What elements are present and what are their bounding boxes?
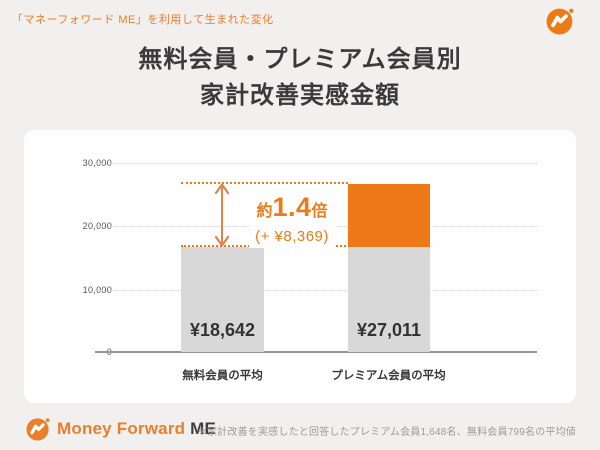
footer-brand-text: Money Forward ME bbox=[57, 419, 216, 439]
moneyforward-logo-icon bbox=[546, 8, 574, 35]
footer-brand-name: Money Forward bbox=[57, 419, 186, 438]
x-axis-baseline bbox=[95, 351, 537, 353]
range-arrow-icon bbox=[214, 183, 230, 247]
gridline-10000 bbox=[95, 290, 537, 291]
gridline-30000 bbox=[95, 163, 537, 164]
bar-premium-increment-segment bbox=[348, 184, 430, 247]
page-title-line-2: 家計改善実感金額 bbox=[200, 82, 400, 109]
ratio-prefix: 約 bbox=[256, 203, 273, 220]
bar-value-label-premium: ¥27,011 bbox=[356, 320, 422, 340]
eyebrow-text: 「マネーフォワード ME」を利用して生まれた変化 bbox=[12, 14, 274, 26]
category-label-free: 無料会員の平均 bbox=[182, 370, 263, 382]
footer-brand-suffix: ME bbox=[190, 419, 217, 438]
chart-card: 30,000 20,000 10,000 0 約1.4倍 (+ ¥8,369) … bbox=[24, 130, 576, 403]
footer-brand-logo-icon bbox=[26, 418, 50, 441]
bar-value-label-free: ¥18,642 bbox=[189, 320, 256, 340]
bar-free-members bbox=[181, 247, 264, 352]
ratio-value: 1.4 bbox=[272, 192, 312, 222]
bar-premium-members-base bbox=[348, 247, 430, 352]
ratio-text: 約1.4倍 bbox=[255, 192, 329, 227]
page-title-line-1: 無料会員・プレミアム会員別 bbox=[138, 46, 462, 73]
category-label-premium: プレミアム会員の平均 bbox=[331, 370, 446, 382]
ratio-annotation: 約1.4倍 (+ ¥8,369) bbox=[249, 191, 335, 248]
footer-brand: Money Forward ME bbox=[26, 416, 216, 442]
ratio-suffix: 倍 bbox=[311, 203, 328, 220]
dotted-guide-line-premium-level bbox=[181, 182, 348, 184]
footnote: ※家計改善を実感したと回答したプレミアム会員1,648名、無料会員799名の平均… bbox=[198, 427, 576, 438]
difference-annotation: (+ ¥8,369) bbox=[255, 228, 329, 245]
page-title: 無料会員・プレミアム会員別 家計改善実感金額 bbox=[0, 42, 600, 114]
